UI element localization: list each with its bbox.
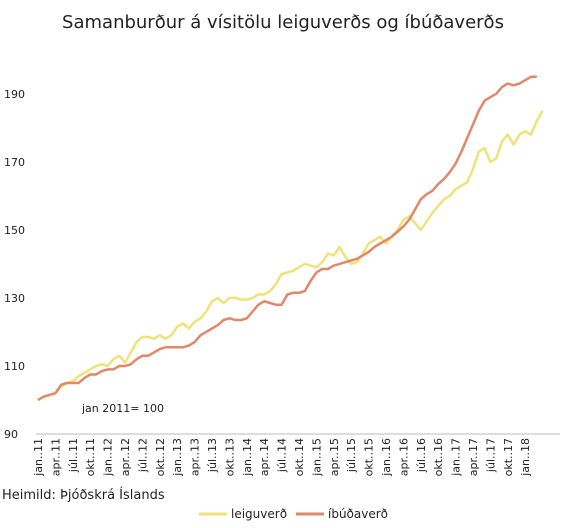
legend-label: íbúðaverð [328, 507, 388, 521]
x-tick-label: júl..15 [345, 438, 358, 473]
x-axis-ticks: jan..11 apr..11 júl..11 okt..11 jan..12 apr..… [32, 438, 532, 477]
x-tick-label: jan..16 [380, 438, 393, 477]
chart-title: Samanburður á vísitölu leiguverðs og íbú… [62, 12, 504, 33]
x-tick-label: apr..15 [328, 438, 341, 476]
x-tick-label: jan..15 [310, 438, 323, 477]
x-tick-label: jan..18 [519, 438, 532, 477]
x-tick-label: júl..14 [276, 438, 289, 473]
x-tick-label: jan..13 [171, 438, 184, 477]
x-tick-label: okt..13 [223, 438, 236, 476]
y-tick-label: 150 [4, 224, 25, 237]
x-tick-label: júl..16 [415, 438, 428, 473]
y-tick-label: 110 [4, 360, 25, 373]
x-tick-label: apr..11 [49, 438, 62, 476]
y-tick-label: 170 [4, 156, 25, 169]
base-annotation: jan 2011= 100 [81, 402, 164, 415]
x-tick-label: okt..12 [154, 438, 167, 476]
y-tick-label: 190 [4, 88, 25, 101]
x-tick-label: júl..13 [206, 438, 219, 473]
y-tick-label: 90 [4, 428, 18, 441]
x-tick-label: apr..13 [189, 438, 202, 476]
source-note: Heimild: Þjóðskrá Íslands [2, 487, 165, 503]
x-tick-label: júl..11 [67, 438, 80, 473]
series-line-ibudaverd [37, 75, 537, 402]
x-tick-label: okt..17 [502, 438, 515, 476]
legend-label: leiguverð [231, 507, 287, 521]
legend: leiguverð íbúðaverð [199, 507, 388, 521]
series-line-leiguverd [37, 110, 544, 402]
x-tick-label: júl..17 [484, 438, 497, 473]
x-tick-label: jan..14 [241, 438, 254, 477]
y-axis-ticks: 90 110 130 150 170 190 [4, 88, 25, 441]
x-tick-label: apr..16 [397, 438, 410, 476]
x-tick-label: okt..16 [432, 438, 445, 476]
x-tick-label: apr..17 [467, 438, 480, 476]
x-tick-label: jan..17 [450, 438, 463, 477]
x-tick-label: apr..14 [258, 438, 271, 476]
x-tick-label: jan..11 [32, 438, 45, 477]
x-tick-label: okt..14 [293, 438, 306, 476]
x-tick-label: jan..12 [102, 438, 115, 477]
x-tick-label: okt..11 [84, 438, 97, 476]
x-tick-label: júl..12 [136, 438, 149, 473]
y-tick-label: 130 [4, 292, 25, 305]
series-group [37, 75, 544, 402]
x-tick-label: apr..12 [119, 438, 132, 476]
x-tick-label: okt..15 [363, 438, 376, 476]
